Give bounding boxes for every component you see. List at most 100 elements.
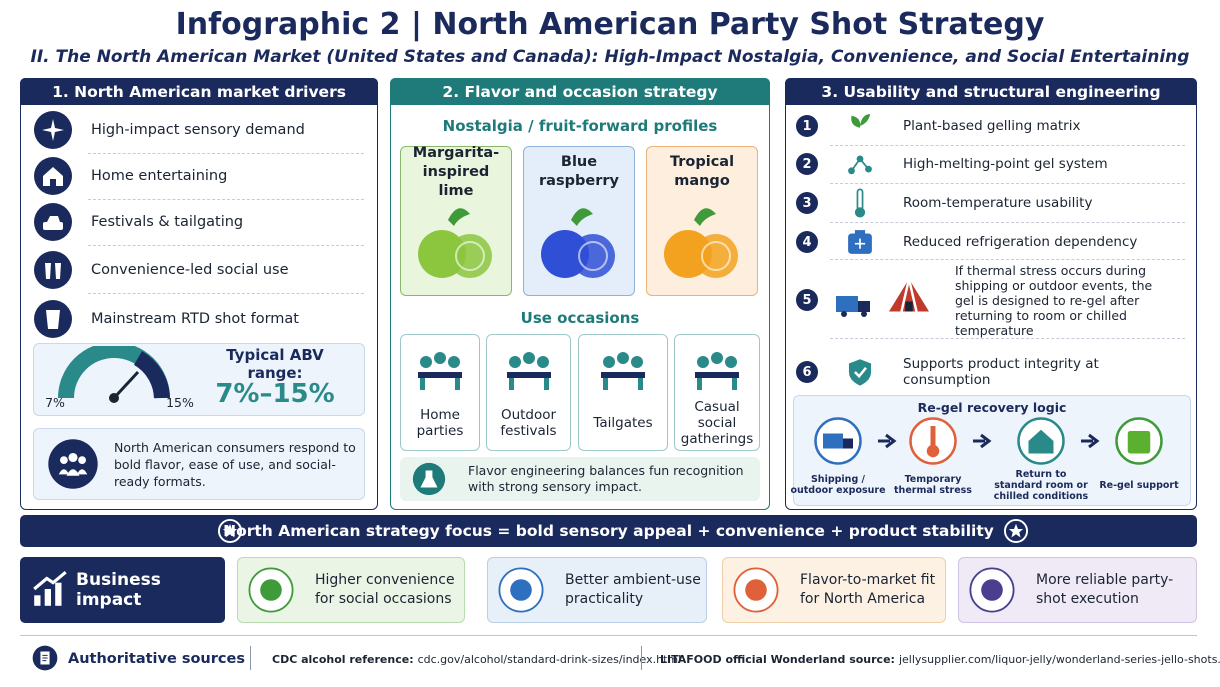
icon-circle [861,311,867,317]
icon-svg [34,111,72,149]
abv-label: Typical ABV range: [226,346,324,382]
icon-circle [448,356,460,368]
occasion-label: Tailgates [593,415,653,431]
separator [830,259,1185,260]
icon-path [42,119,64,141]
icon-path [448,208,470,226]
gauge [58,342,170,408]
icon-svg [601,352,645,390]
icon-svg [733,567,779,613]
flavor-note-box [400,457,760,501]
icon-circle [694,234,738,278]
impact-card [958,557,1197,623]
sources-label: Authoritative sources [68,651,245,667]
icon-circle [1003,518,1029,544]
icon-svg [1003,518,1029,544]
icon-path [571,208,593,226]
people-icon [47,438,99,490]
icon-svg [33,570,67,606]
icon-rect [506,372,551,378]
icon-circle [701,241,731,271]
driver-label: High-impact sensory demand [91,122,305,138]
icon-circle [841,311,847,317]
icon-path [43,167,63,186]
icon-svg [851,114,871,137]
icon-circle [109,393,119,403]
icon-svg [909,417,957,465]
usability-text: Reduced refrigeration dependency [903,234,1138,250]
icon-circle [522,352,535,364]
icon-rect [543,378,549,390]
panel-header: 2. Flavor and occasion strategy [390,78,770,105]
icon-rect [732,378,737,390]
icon-svg [848,359,872,386]
number-badge: 2 [796,153,818,175]
icon-rect [601,372,645,378]
number-badge: 1 [796,115,818,137]
icon-rect [418,372,462,378]
icon-circle [34,251,72,289]
icon-svg [418,208,492,278]
icon-rect [44,589,51,606]
separator [830,183,1185,184]
icon-svg [506,352,551,390]
icon-circle [448,234,492,278]
impact-text: Flavor-to-market fit for North America [800,572,936,607]
icon-svg [854,188,866,218]
occasion-icon [410,340,470,392]
usability-icon [840,355,880,389]
tent-icon [884,274,934,324]
driver-icon [33,250,73,290]
arrow [971,432,993,450]
icon-rect [858,301,870,312]
flavor-name: Margarita-inspired lime [412,144,500,199]
source-item: CDC alcohol reference: cdc.gov/alcohol/st… [272,648,681,670]
icon-path [850,157,870,172]
icon-svg [1115,417,1163,465]
icon-circle [455,241,485,271]
icon-path [45,263,61,279]
separator [88,199,364,200]
impact-icon [247,566,295,614]
icon-svg [34,203,72,241]
icon-svg [541,208,615,278]
icon-circle [697,356,709,368]
icon-circle [217,518,243,544]
icon-path [133,351,170,399]
sep-bar [250,646,251,670]
icon-path [848,359,872,386]
focus-banner [20,515,1197,547]
sep-bar [641,646,642,670]
icon-circle [711,352,723,364]
arrow [1079,432,1101,450]
regel-step-icon [1114,416,1164,466]
occasion-icon [499,340,559,392]
driver-icon [33,299,73,339]
icon-rect [905,301,913,312]
icon-path [420,470,438,488]
gauge-min: 7% [45,394,65,410]
icon-svg [418,352,462,390]
icon-rect [34,595,41,606]
icon-circle [60,456,68,464]
separator [88,293,364,294]
driver-icon [33,202,73,242]
icon-svg [878,433,897,449]
occasion-label: Home parties [416,407,464,439]
icon-rect [823,433,843,449]
usability-text: Room-temperature usability [903,195,1093,211]
driver-icon [33,156,73,196]
fruit-image [654,200,750,288]
driver-label: Convenience-led social use [91,262,289,278]
icon-svg [695,352,739,390]
separator [830,145,1185,146]
regel-step-icon [1016,416,1066,466]
fruit-image [408,200,504,288]
occasion-icon [687,340,747,392]
icon-svg [34,157,72,195]
chart-icon [30,568,72,610]
separator [88,245,364,246]
impact-label: Business impact [76,570,161,610]
impact-text: Higher convenience for social occasions [315,572,455,607]
